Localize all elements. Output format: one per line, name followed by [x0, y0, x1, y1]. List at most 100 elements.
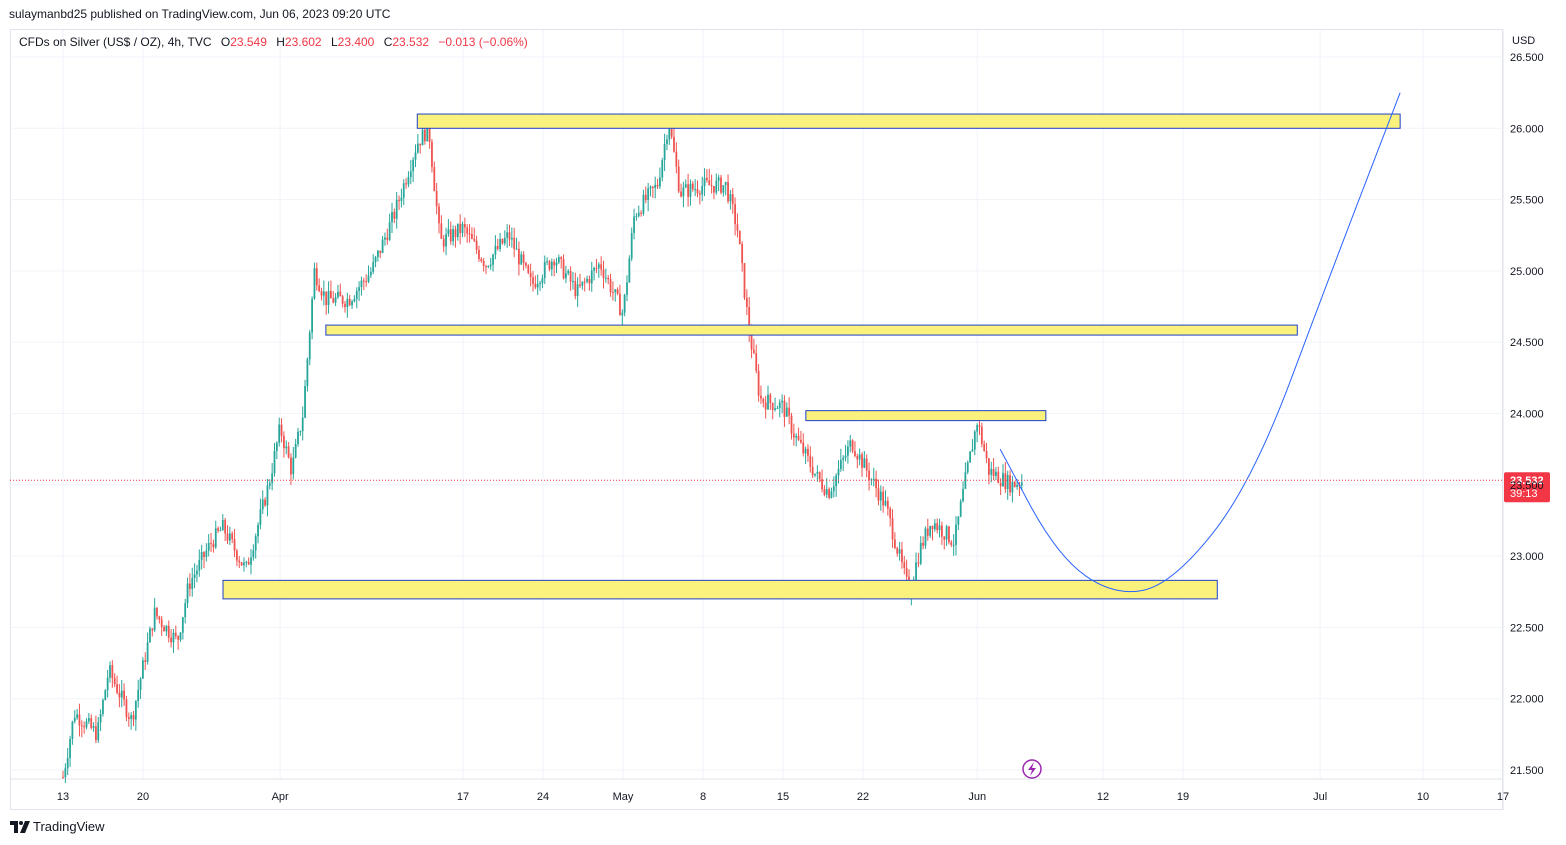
y-tick-label: 24.500: [1510, 337, 1544, 349]
candle-body: [581, 281, 584, 286]
candle-body: [741, 244, 744, 264]
candle-body: [109, 665, 111, 678]
candle-body: [647, 188, 650, 201]
candle-body: [214, 528, 217, 548]
candle-body: [313, 268, 316, 299]
candle-body: [640, 212, 642, 214]
candle-body: [814, 473, 816, 476]
candle-body: [635, 215, 638, 217]
candle-body: [703, 177, 706, 186]
candle-body: [308, 332, 311, 360]
candle-body: [903, 562, 906, 568]
candle-body: [358, 287, 360, 291]
candle-body: [586, 278, 588, 282]
y-tick-label: 25.000: [1510, 266, 1544, 278]
candle-body: [830, 491, 833, 498]
candle-body: [337, 291, 339, 298]
candle-body: [616, 289, 619, 294]
candle-body: [156, 607, 158, 617]
candle-body: [778, 402, 781, 409]
candle-body: [753, 349, 755, 354]
candle-body: [875, 478, 877, 489]
candle-body: [381, 239, 384, 253]
publisher-credit: sulaymanbd25 published on TradingView.co…: [9, 7, 391, 21]
candle-body: [630, 233, 633, 259]
candle-body: [776, 408, 779, 410]
symbol-title: CFDs on Silver (US$ / OZ), 4h, TVC: [19, 35, 212, 49]
candle-body: [736, 224, 739, 231]
candle-body: [567, 270, 570, 274]
low-label: L: [330, 35, 338, 49]
candle-body: [651, 186, 654, 188]
candle-body: [85, 721, 88, 728]
x-tick-label: 15: [777, 791, 789, 803]
candle-body: [604, 277, 607, 279]
candle-body: [226, 533, 229, 541]
candle-body: [919, 542, 922, 564]
candle-body: [797, 435, 800, 440]
candle-body: [760, 395, 762, 399]
tradingview-branding[interactable]: TradingView: [10, 819, 105, 834]
candle-body: [433, 167, 436, 192]
candle-body: [402, 183, 405, 198]
candle-body: [1020, 482, 1023, 486]
x-tick-label: 8: [700, 791, 706, 803]
candle-body: [160, 619, 163, 627]
candle-body: [95, 726, 97, 741]
candle-body: [492, 254, 494, 265]
tradingview-logo-icon: [10, 820, 30, 833]
candle-body: [496, 246, 499, 249]
lightning-icon[interactable]: [1022, 759, 1042, 779]
candle-body: [837, 469, 840, 476]
candle-body: [186, 583, 189, 604]
y-tick-label: 24.000: [1510, 409, 1544, 421]
close-value: 23.532: [392, 35, 430, 49]
candle-body: [543, 261, 546, 279]
candle-body: [863, 458, 866, 468]
candle-body: [868, 470, 870, 481]
candle-body: [696, 189, 699, 194]
candle-body: [489, 264, 492, 267]
high-value: 23.602: [284, 35, 322, 49]
x-tick-label: May: [613, 791, 634, 803]
candle-body: [412, 159, 415, 172]
candle-body: [485, 266, 487, 268]
candle-body: [948, 526, 950, 543]
candle-body: [945, 526, 948, 540]
candle-body: [292, 457, 295, 475]
high-label: H: [276, 35, 285, 49]
candle-body: [938, 525, 941, 531]
candle-body: [811, 466, 814, 476]
candle-body: [398, 199, 400, 201]
candle-body: [106, 677, 109, 691]
candle-body: [123, 690, 125, 700]
candle-body: [102, 699, 104, 714]
candle-body: [555, 262, 558, 266]
zone-rectangle: [325, 324, 1298, 336]
candle-body: [602, 269, 605, 278]
time-axis[interactable]: 13 20 Apr 17 24 May 8 15 22 Jun 12 19 Jul 10 17: [57, 791, 1509, 803]
candle-body: [146, 642, 149, 663]
candle-body: [367, 275, 370, 282]
price-axis[interactable]: 26.500 26.000 25.500 25.000 24.500 24.000 23.5…: [1510, 35, 1544, 777]
candle-body: [950, 542, 953, 545]
candle-body: [774, 408, 776, 410]
candle-body: [731, 194, 734, 205]
candle-body: [844, 455, 847, 458]
candle-body: [534, 283, 537, 288]
candle-body: [957, 516, 960, 525]
candle-body: [614, 289, 617, 293]
candle-body: [821, 479, 823, 490]
candle-body: [134, 701, 137, 720]
candle-body: [642, 194, 645, 214]
candle-body: [708, 180, 711, 186]
candle-body: [854, 451, 856, 457]
candle-body: [663, 144, 666, 161]
candle-body: [905, 567, 908, 577]
x-tick-label: 24: [537, 791, 549, 803]
candle-body: [421, 129, 424, 146]
candle-body: [682, 187, 685, 197]
candle-body: [706, 177, 708, 181]
